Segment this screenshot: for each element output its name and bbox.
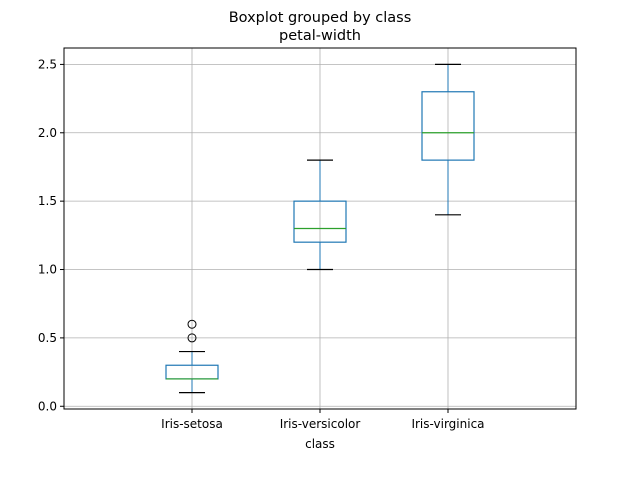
y-tick-label: 0.0 bbox=[38, 399, 57, 413]
box-iris-versicolor bbox=[293, 159, 347, 271]
y-tick-label: 2.5 bbox=[38, 57, 57, 71]
outlier-point bbox=[187, 319, 197, 329]
y-axis: 0.0 0.5 1.0 1.5 2.0 2.5 bbox=[38, 57, 64, 413]
x-tick-label: Iris-versicolor bbox=[280, 417, 361, 431]
y-tick-label: 2.0 bbox=[38, 126, 57, 140]
box-iris-virginica bbox=[421, 63, 475, 216]
x-tick-label: Iris-virginica bbox=[411, 417, 484, 431]
chart-subtitle: petal-width bbox=[279, 28, 361, 44]
outlier-point bbox=[187, 333, 197, 343]
box-series bbox=[165, 63, 475, 394]
chart-title: Boxplot grouped by class bbox=[229, 10, 412, 26]
box-iqr bbox=[293, 200, 347, 243]
x-tick-label: Iris-setosa bbox=[161, 417, 223, 431]
y-tick-label: 0.5 bbox=[38, 331, 57, 345]
y-tick-label: 1.0 bbox=[38, 263, 57, 277]
box-iris-setosa bbox=[165, 319, 219, 394]
box-iqr bbox=[421, 91, 475, 161]
x-axis: Iris-setosa Iris-versicolor Iris-virginica bbox=[161, 409, 485, 431]
y-tick-label: 1.5 bbox=[38, 194, 57, 208]
x-axis-label: class bbox=[305, 437, 335, 451]
